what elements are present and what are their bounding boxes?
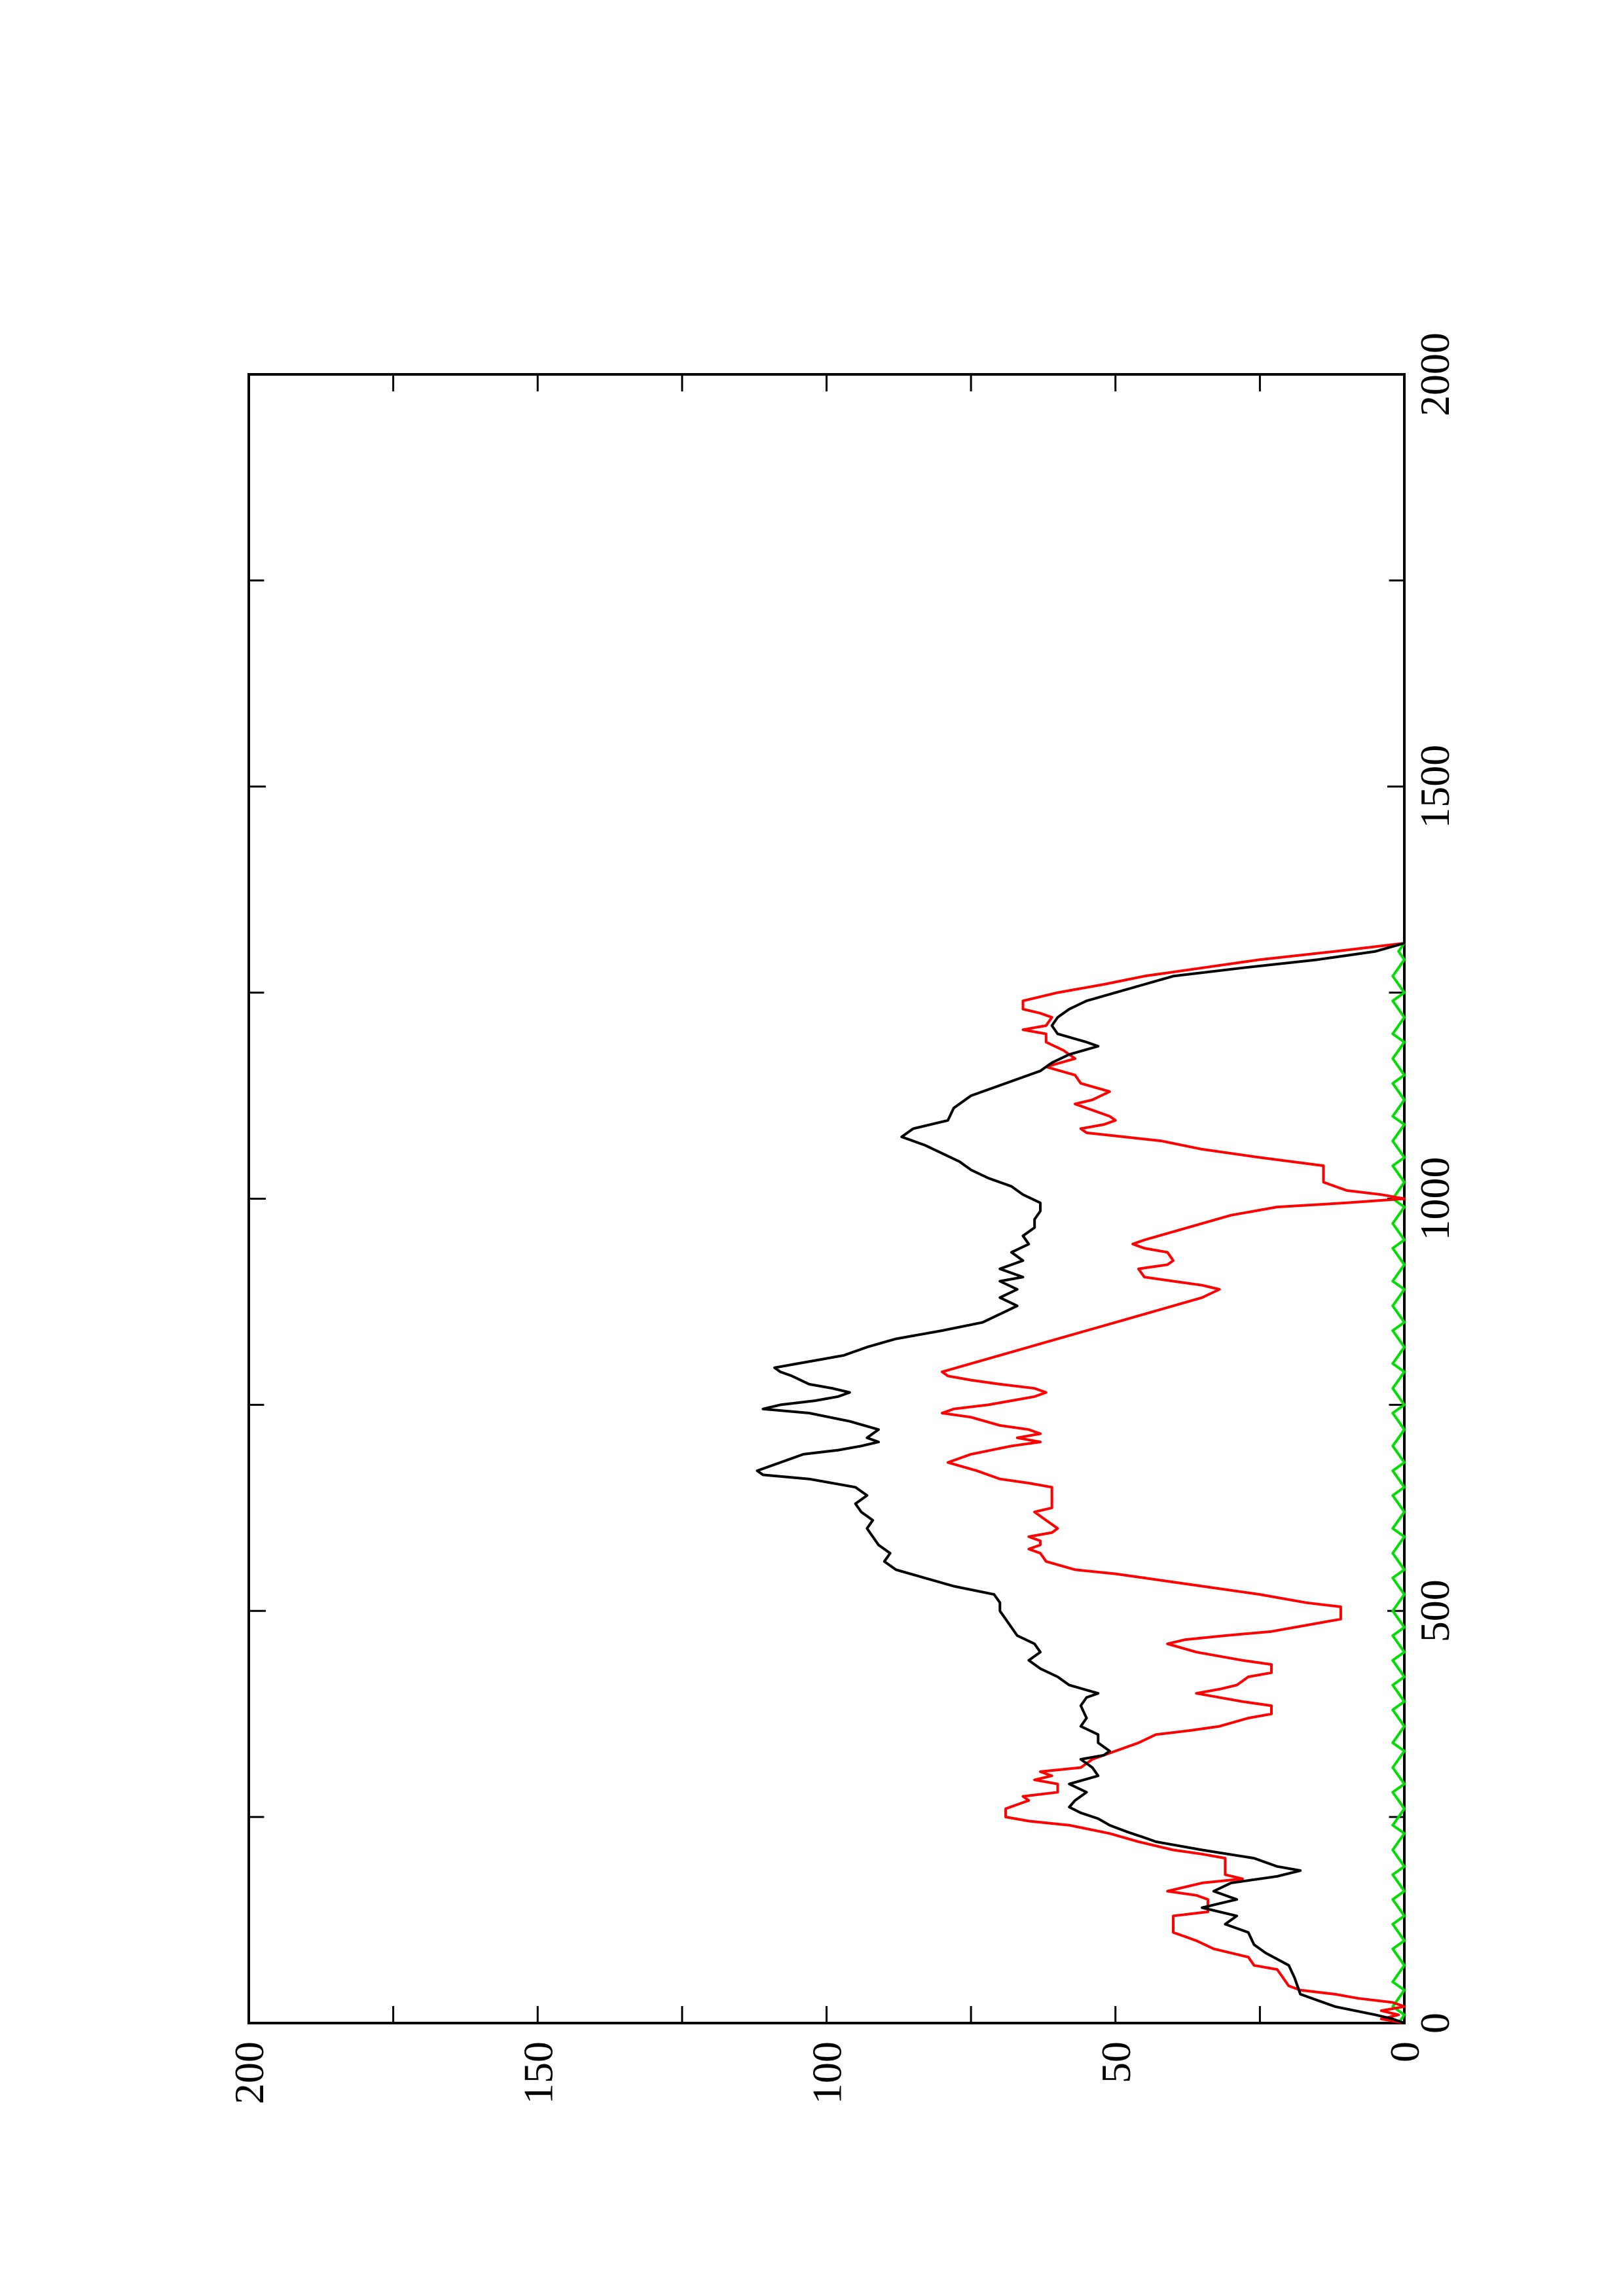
y-tick-label: 0 (1381, 2041, 1428, 2062)
y-tick-label: 100 (804, 2041, 850, 2104)
x-tick-label: 0 (1412, 2013, 1458, 2034)
series-layer (756, 942, 1406, 2024)
x-tick-label: 1500 (1412, 745, 1458, 829)
y-tick-label: 150 (515, 2041, 561, 2104)
x-tick-label: 1000 (1412, 1157, 1458, 1241)
x-tick-label: 2000 (1412, 332, 1458, 416)
series-line-2 (941, 942, 1406, 2024)
y-tick-label: 200 (226, 2041, 272, 2104)
series-line-3 (1391, 942, 1406, 2024)
axis-ticks (247, 373, 1406, 2024)
plot-frame (247, 373, 1406, 2024)
axis-tick-labels: 0 500 1000 1500 2000 0 50 100 150 200 (226, 332, 1458, 2104)
series-line-1 (756, 942, 1405, 2024)
y-tick-label: 50 (1093, 2041, 1139, 2083)
x-tick-label: 500 (1412, 1579, 1458, 1642)
